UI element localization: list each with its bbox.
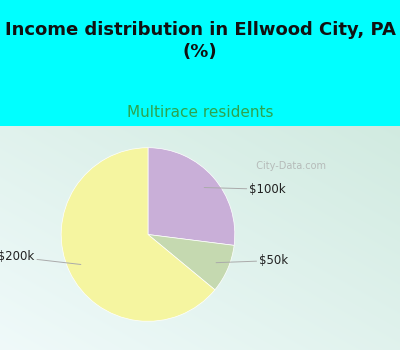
Wedge shape xyxy=(148,234,234,290)
Text: $100k: $100k xyxy=(204,183,286,196)
Text: City-Data.com: City-Data.com xyxy=(250,161,326,171)
Wedge shape xyxy=(148,148,235,245)
Text: > $200k: > $200k xyxy=(0,250,81,265)
Wedge shape xyxy=(61,148,215,321)
Text: Income distribution in Ellwood City, PA
(%): Income distribution in Ellwood City, PA … xyxy=(4,21,396,61)
Text: Multirace residents: Multirace residents xyxy=(127,105,273,120)
Text: $50k: $50k xyxy=(216,254,288,267)
